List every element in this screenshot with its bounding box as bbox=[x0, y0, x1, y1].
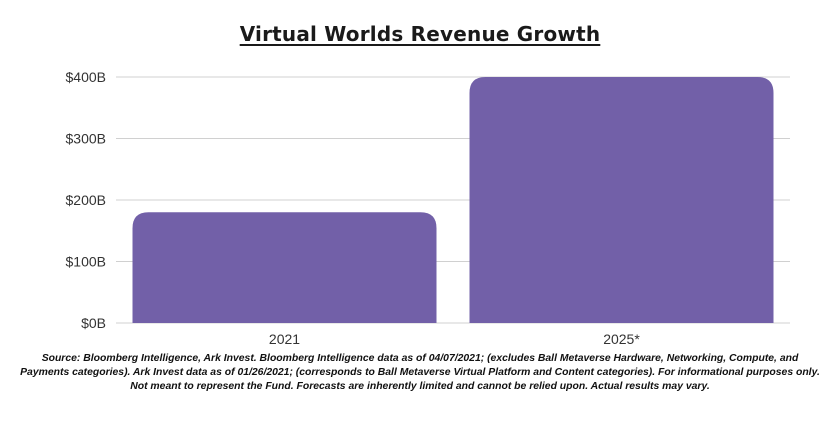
x-tick-label: 2021 bbox=[269, 331, 300, 347]
y-tick-label: $400B bbox=[66, 69, 106, 85]
x-tick-label: 2025* bbox=[603, 331, 640, 347]
x-axis-ticks: 2021 2025* bbox=[269, 331, 640, 347]
y-tick-label: $0B bbox=[81, 315, 106, 331]
chart-title: Virtual Worlds Revenue Growth bbox=[239, 22, 601, 46]
y-tick-label: $200B bbox=[66, 192, 106, 208]
bars bbox=[132, 77, 774, 323]
source-footnote: Source: Bloomberg Intelligence, Ark Inve… bbox=[20, 353, 820, 392]
y-tick-label: $100B bbox=[66, 254, 106, 270]
y-tick-label: $300B bbox=[66, 131, 106, 147]
bar-0 bbox=[132, 212, 437, 323]
bar-1 bbox=[469, 77, 774, 323]
revenue-bar-chart: $0B $100B $200B $300B $400B 2021 2025* bbox=[66, 69, 790, 347]
y-axis-ticks: $0B $100B $200B $300B $400B bbox=[66, 69, 106, 331]
